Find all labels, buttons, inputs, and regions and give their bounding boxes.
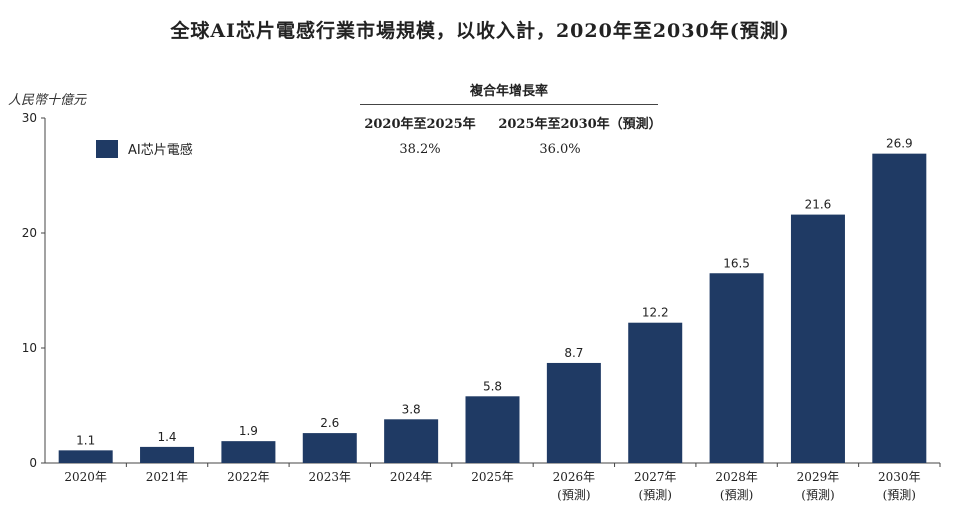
bar-value-label: 8.7 xyxy=(564,346,583,360)
bar-value-label: 5.8 xyxy=(483,379,502,393)
y-tick-label: 0 xyxy=(29,456,37,470)
chart-title: 全球AI芯片電感行業市場規模，以收入計，2020年至2030年(預測) xyxy=(170,20,790,42)
bar xyxy=(58,450,113,463)
bar xyxy=(302,433,357,463)
y-tick-label: 20 xyxy=(22,226,37,240)
bar-value-label: 1.9 xyxy=(239,424,258,438)
bar xyxy=(384,419,439,463)
bar-value-label: 3.8 xyxy=(402,402,421,416)
x-category-label: 2023年 xyxy=(308,470,351,484)
x-category-label: 2026年 xyxy=(553,470,596,484)
bar-value-label: 2.6 xyxy=(320,416,339,430)
cagr-period-1-value: 38.2% xyxy=(399,142,441,157)
x-category-label: 2024年 xyxy=(390,470,433,484)
x-category-sublabel: (預測) xyxy=(720,488,753,502)
x-category-label: 2028年 xyxy=(715,470,758,484)
bar xyxy=(465,396,520,463)
cagr-heading: 複合年增長率 xyxy=(469,84,548,99)
bar xyxy=(140,446,195,463)
legend-label: AI芯片電感 xyxy=(128,143,193,158)
bar-value-label: 16.5 xyxy=(723,256,750,270)
legend-swatch xyxy=(96,139,118,158)
bar-value-label: 1.4 xyxy=(157,430,176,444)
x-category-label: 2022年 xyxy=(227,470,270,484)
x-category-label: 2030年 xyxy=(878,470,921,484)
x-category-sublabel: (預測) xyxy=(557,488,590,502)
bar-value-label: 21.6 xyxy=(805,198,832,212)
x-category-label: 2020年 xyxy=(64,470,107,484)
bar xyxy=(872,153,927,463)
bar xyxy=(546,362,601,463)
legend: AI芯片電感 xyxy=(96,139,193,158)
x-category-label: 2029年 xyxy=(797,470,840,484)
x-category-label: 2027年 xyxy=(634,470,677,484)
cagr-divider xyxy=(360,104,658,105)
bar xyxy=(790,214,845,463)
bar xyxy=(628,322,683,463)
bar xyxy=(221,441,276,463)
y-axis-unit-label: 人民幣十億元 xyxy=(8,93,87,108)
y-tick-label: 10 xyxy=(22,341,37,355)
bar-value-label: 26.9 xyxy=(886,137,913,151)
x-category-label: 2021年 xyxy=(146,470,189,484)
cagr-period-2-label: 2025年至2030年（預測） xyxy=(498,117,662,132)
x-category-sublabel: (預測) xyxy=(883,488,916,502)
x-category-sublabel: (預測) xyxy=(639,488,672,502)
bar xyxy=(709,273,764,463)
x-category-label: 2025年 xyxy=(471,470,514,484)
bar-value-label: 12.2 xyxy=(642,306,669,320)
x-category-sublabel: (預測) xyxy=(801,488,834,502)
y-tick-label: 30 xyxy=(22,111,37,125)
bar-value-label: 1.1 xyxy=(76,433,95,447)
cagr-period-1-label: 2020年至2025年 xyxy=(364,117,476,132)
cagr-period-2-value: 36.0% xyxy=(539,142,581,157)
